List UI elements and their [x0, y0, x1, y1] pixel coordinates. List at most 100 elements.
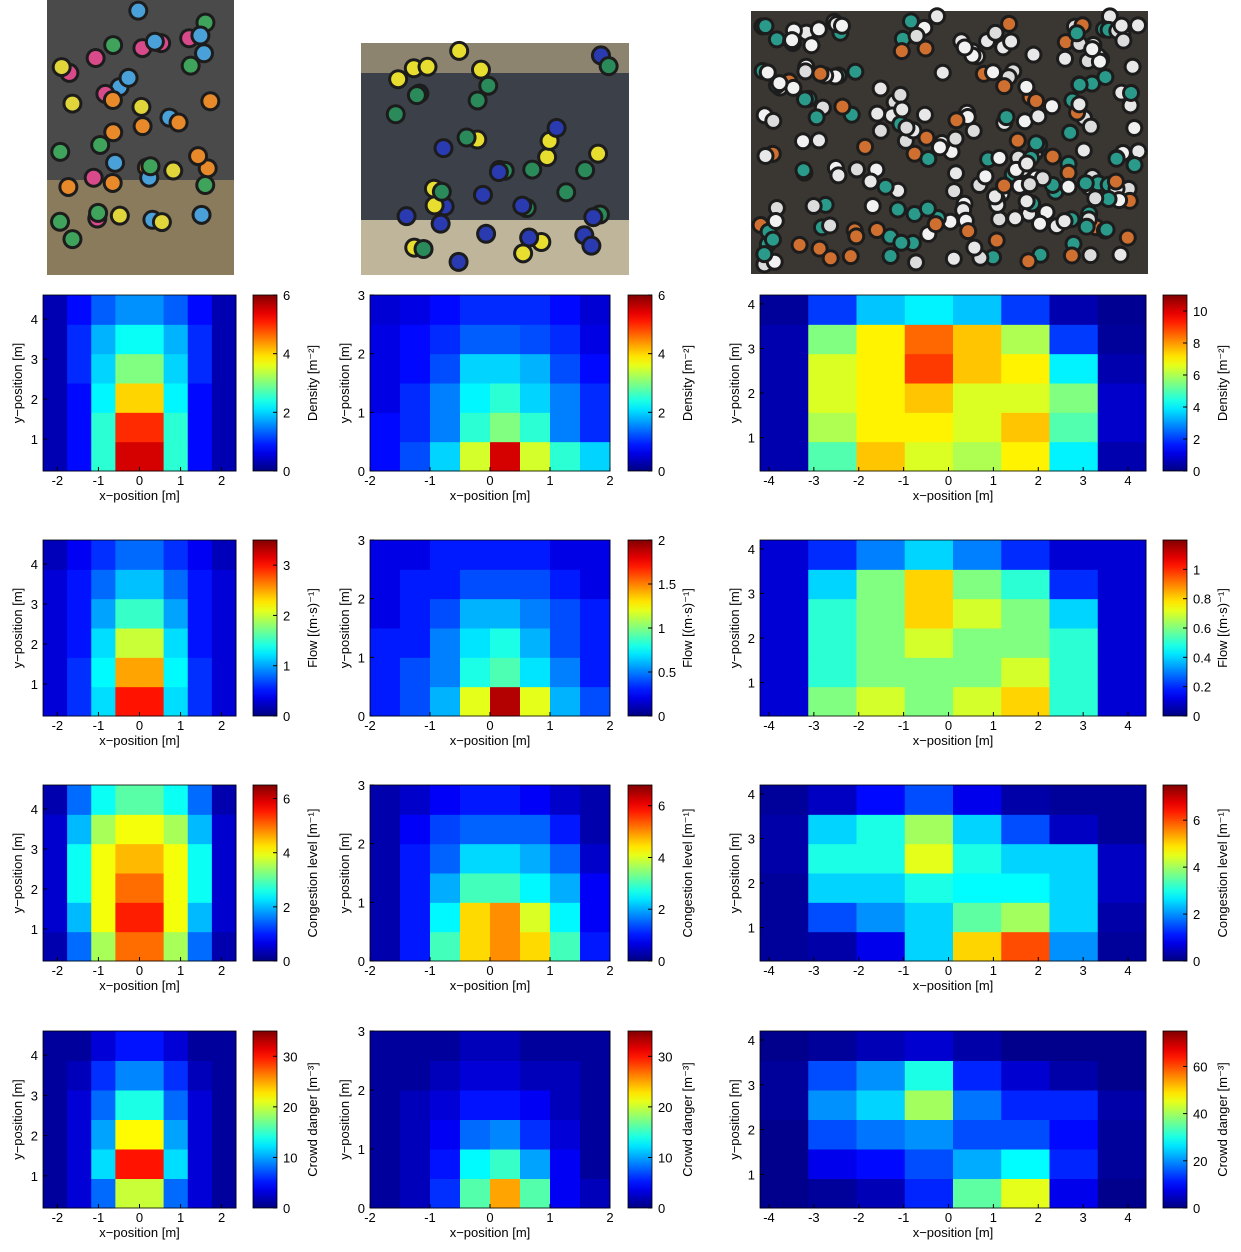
heat-cell	[43, 442, 68, 472]
heat-cell	[905, 442, 954, 472]
heat-cell	[67, 932, 92, 962]
person-hat	[106, 38, 120, 52]
heat-cell	[370, 1120, 401, 1150]
person-hat	[825, 252, 837, 264]
person-hat	[1071, 27, 1083, 39]
colorbar-tick-label: 0	[283, 954, 290, 969]
person-hat	[880, 181, 892, 193]
heat-cell	[164, 1031, 189, 1061]
person-hat	[65, 97, 79, 111]
heat-cell	[91, 442, 116, 472]
heat-cell	[953, 354, 1002, 384]
x-tick-label: 0	[136, 1210, 143, 1225]
heat-cell	[1050, 295, 1099, 325]
x-tick-label: 0	[945, 963, 952, 978]
heat-cell	[1050, 383, 1099, 413]
heat-cell	[140, 902, 165, 932]
person-hat	[434, 217, 448, 231]
heat-cell	[808, 324, 857, 354]
x-tick-label: -1	[424, 963, 436, 978]
x-tick-label: -4	[763, 963, 775, 978]
heat-cell	[67, 1061, 92, 1091]
heat-cell	[1098, 1120, 1147, 1150]
heat-cell	[760, 844, 809, 874]
x-tick-label: 0	[486, 473, 493, 488]
heat-cell	[164, 902, 189, 932]
person-hat	[962, 225, 974, 237]
heat-cell	[857, 354, 906, 384]
heat-cell	[164, 1179, 189, 1209]
heat-cell	[490, 628, 521, 658]
heat-cell	[67, 814, 92, 844]
colorbar	[628, 295, 652, 471]
heat-cell	[520, 628, 551, 658]
heat-cell	[430, 295, 461, 325]
heat-cell	[550, 932, 581, 962]
colorbar-label: Flow [(m·s)⁻¹]	[1215, 588, 1230, 668]
x-tick-label: -4	[763, 718, 775, 733]
heat-cell	[164, 1090, 189, 1120]
x-axis-label: x−position [m]	[913, 488, 994, 503]
person-hat	[767, 234, 779, 246]
heat-cell	[808, 412, 857, 442]
heat-cell	[43, 687, 68, 717]
colorbar-tick-label: 0	[658, 709, 665, 724]
x-tick-label: -2	[52, 1210, 64, 1225]
person-hat	[849, 66, 861, 78]
person-hat	[1114, 249, 1126, 261]
heat-cell	[953, 902, 1002, 932]
heat-cell	[400, 628, 431, 658]
person-hat	[391, 72, 405, 86]
person-hat	[767, 115, 779, 127]
heat-cell	[43, 1031, 68, 1061]
heat-cell	[953, 324, 1002, 354]
person-hat	[516, 246, 530, 260]
heat-cell	[164, 1061, 189, 1091]
person-hat	[191, 149, 205, 163]
heat-cell	[1050, 1179, 1099, 1209]
heat-cell	[550, 844, 581, 874]
heat-cell	[1001, 873, 1050, 903]
heat-cell	[212, 1149, 237, 1179]
x-tick-label: -2	[364, 963, 376, 978]
colorbar	[1163, 785, 1187, 961]
heat-cell	[550, 902, 581, 932]
heat-cell	[460, 628, 491, 658]
heat-cell	[857, 1149, 906, 1179]
heat-cell	[550, 628, 581, 658]
heat-cell	[212, 383, 237, 413]
heat-cell	[550, 354, 581, 384]
y-tick-label: 4	[748, 1033, 755, 1048]
colorbar-tick-label: 3	[283, 558, 290, 573]
heat-cell	[953, 1120, 1002, 1150]
person-hat	[540, 150, 554, 164]
person-hat	[797, 135, 809, 147]
heat-cell	[520, 383, 551, 413]
heat-cell	[400, 657, 431, 687]
heat-cell	[460, 324, 491, 354]
y-tick-label: 4	[31, 312, 38, 327]
heat-cell	[188, 844, 213, 874]
heat-cell	[188, 628, 213, 658]
heat-cell	[460, 873, 491, 903]
heat-cell	[580, 295, 611, 325]
person-hat	[1103, 193, 1115, 205]
heat-cell	[550, 1061, 581, 1091]
heat-cell	[1050, 687, 1099, 717]
colorbar-tick-label: 20	[1193, 1154, 1207, 1169]
heat-cell	[430, 354, 461, 384]
heat-cell	[91, 628, 116, 658]
colorbar-tick-label: 2	[283, 900, 290, 915]
heat-cell	[520, 844, 551, 874]
heat-cell	[212, 1061, 237, 1091]
heat-cell	[1001, 599, 1050, 629]
heat-cell	[490, 844, 521, 874]
heat-cell	[1001, 569, 1050, 599]
heat-cell	[760, 383, 809, 413]
person-hat	[799, 93, 811, 105]
x-tick-label: -2	[853, 963, 865, 978]
heat-cell	[760, 1179, 809, 1209]
y-tick-label: 3	[358, 533, 365, 548]
heat-cell	[580, 932, 611, 962]
heat-cell	[550, 412, 581, 442]
